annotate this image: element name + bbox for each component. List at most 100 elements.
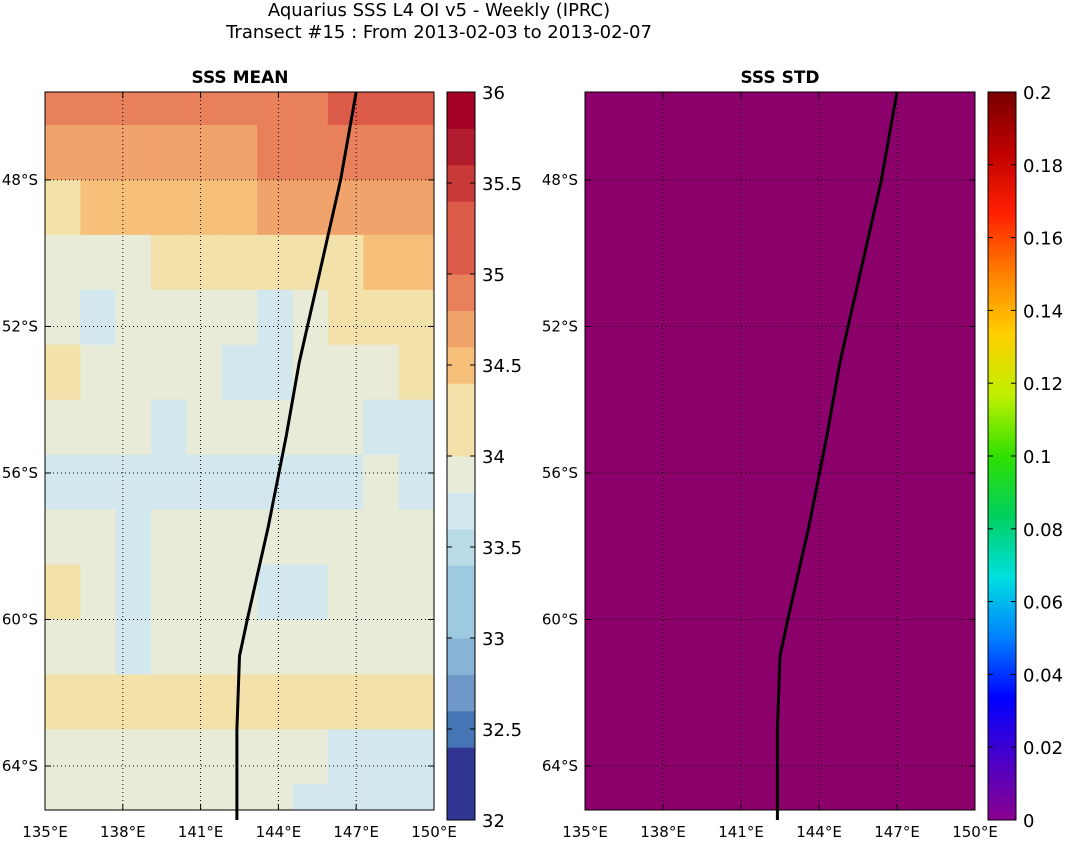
heatmap-cell xyxy=(363,124,400,181)
heatmap-cell xyxy=(257,564,294,621)
colorbar-tick-label: 32.5 xyxy=(482,720,522,741)
heatmap-cell xyxy=(80,92,117,126)
heatmap-cell xyxy=(398,509,434,566)
y-tick-label: 64°S xyxy=(542,757,578,775)
heatmap-cell xyxy=(363,454,400,511)
heatmap-cell xyxy=(398,619,434,676)
heatmap-cell xyxy=(363,179,400,236)
heatmap-cell xyxy=(186,234,223,291)
sss-std-transect-line xyxy=(775,91,899,820)
heatmap-cell xyxy=(292,509,329,566)
sss-std-field xyxy=(585,92,975,810)
colorbar-level xyxy=(447,783,475,821)
colorbar-level xyxy=(447,456,475,493)
heatmap-cell xyxy=(221,289,258,346)
heatmap-cell xyxy=(398,674,434,731)
heatmap-cell xyxy=(363,399,400,456)
colorbar-level xyxy=(447,383,475,421)
heatmap-cell xyxy=(363,92,400,126)
x-tick-label: 147°E xyxy=(333,823,379,841)
heatmap-cell xyxy=(327,234,364,291)
heatmap-cell xyxy=(327,344,364,401)
heatmap-cell xyxy=(327,674,364,731)
heatmap-cell xyxy=(45,399,81,456)
heatmap-cell xyxy=(186,454,223,511)
heatmap-cell xyxy=(186,179,223,236)
heatmap-cell xyxy=(151,729,188,785)
heatmap-cell xyxy=(398,179,434,236)
colorbar-tick-label: 35 xyxy=(482,265,505,286)
colorbar-tick-label: 0 xyxy=(1023,811,1034,832)
heatmap-cell xyxy=(80,729,117,785)
heatmap-cell xyxy=(363,234,400,291)
colorbar-tick-label: 34 xyxy=(482,447,505,468)
colorbar-level xyxy=(447,492,475,530)
colorbar-tick-label: 0.14 xyxy=(1023,301,1063,322)
figure-title: Aquarius SSS L4 OI v5 - Weekly (IPRC) xyxy=(267,0,611,21)
heatmap-cell xyxy=(221,509,258,566)
heatmap-cell xyxy=(221,234,258,291)
colorbar-tick-label: 0.02 xyxy=(1023,738,1063,759)
y-tick-label: 52°S xyxy=(2,317,38,335)
colorbar-tick-label: 32 xyxy=(482,811,505,832)
heatmap-cell xyxy=(80,399,117,456)
heatmap-cell xyxy=(151,124,188,181)
heatmap-cell xyxy=(257,124,294,181)
heatmap-cell xyxy=(363,784,400,810)
sss-std-axes: 135°E 138°E 141°E 144°E 147°E 150°E 48°S 52°S 56… xyxy=(542,92,998,841)
heatmap-cell xyxy=(151,784,188,810)
x-tick-label: 138°E xyxy=(640,823,686,841)
colorbar-tick-label: 33.5 xyxy=(482,538,522,559)
heatmap-cell xyxy=(45,674,81,731)
heatmap-cell xyxy=(186,509,223,566)
y-tick-label: 60°S xyxy=(2,611,38,629)
heatmap-cell xyxy=(327,729,364,785)
heatmap-cell xyxy=(115,399,152,456)
x-tick-label: 135°E xyxy=(562,823,608,841)
colorbar-level xyxy=(447,237,475,275)
heatmap-cell xyxy=(45,784,81,810)
heatmap-cell xyxy=(221,564,258,621)
heatmap-cell xyxy=(363,289,400,346)
heatmap-cell xyxy=(115,784,152,810)
sss-mean-panel: SSS MEAN 135°E 138°E 141°E 144°E 147°E 150°E 4… xyxy=(2,68,457,841)
colorbar-tick-label: 35.5 xyxy=(482,174,522,195)
heatmap-cell xyxy=(398,784,434,810)
heatmap-cell xyxy=(115,344,152,401)
heatmap-cell xyxy=(257,344,294,401)
heatmap-cell xyxy=(151,564,188,621)
heatmap-cell xyxy=(115,179,152,236)
heatmap-cell xyxy=(257,784,294,810)
heatmap-cell xyxy=(80,784,117,810)
heatmap-cell xyxy=(398,399,434,456)
heatmap-cell xyxy=(186,92,223,126)
x-tick-label: 147°E xyxy=(874,823,920,841)
heatmap-cell xyxy=(186,729,223,785)
sss-std-grid xyxy=(585,92,975,810)
heatmap-cell xyxy=(45,729,81,785)
colorbar-level xyxy=(447,201,475,239)
colorbar-level xyxy=(447,674,475,712)
heatmap-cell xyxy=(327,619,364,676)
heatmap-cell xyxy=(115,92,152,126)
x-tick-label: 141°E xyxy=(718,823,764,841)
heatmap-cell xyxy=(80,344,117,401)
sss-mean-colorbar: 32 32.5 33 33.5 34 34.5 35 35.5 36 xyxy=(446,83,522,832)
colorbar-level xyxy=(447,92,475,129)
heatmap-cell xyxy=(45,234,81,291)
y-tick-label: 64°S xyxy=(2,757,38,775)
heatmap-cell xyxy=(80,124,117,181)
heatmap-cell xyxy=(398,289,434,346)
heatmap-cell xyxy=(115,619,152,676)
heatmap-cell xyxy=(80,289,117,346)
heatmap-cell xyxy=(186,399,223,456)
heatmap-cell xyxy=(151,344,188,401)
heatmap-cell xyxy=(292,674,329,731)
colorbar-level xyxy=(447,128,475,166)
heatmap-cell xyxy=(45,619,81,676)
heatmap-cell xyxy=(257,92,294,126)
colorbar-level xyxy=(447,747,475,785)
heatmap-cell xyxy=(115,564,152,621)
heatmap-cell xyxy=(363,344,400,401)
heatmap-cell xyxy=(115,674,152,731)
